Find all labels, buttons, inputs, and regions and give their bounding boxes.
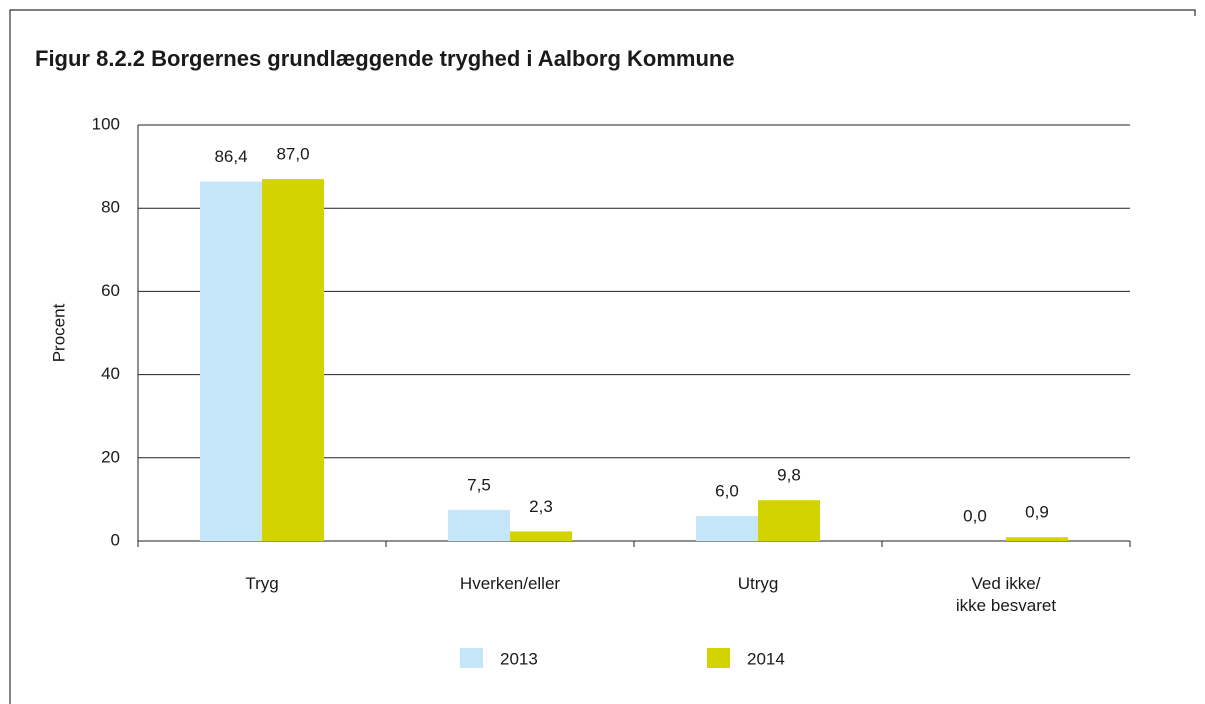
bar: [200, 181, 262, 542]
bar: [758, 500, 820, 541]
bar: [262, 179, 324, 541]
y-tick-label: 0: [111, 530, 120, 549]
legend-swatch: [707, 648, 730, 668]
frame: [9, 9, 1196, 704]
value-label: 2,3: [529, 497, 553, 516]
x-tick-label: Hverken/eller: [460, 574, 560, 593]
y-tick-label: 40: [101, 364, 120, 383]
value-label: 6,0: [715, 482, 739, 501]
x-tick-label: Utryg: [738, 574, 779, 593]
bar: [696, 516, 758, 541]
x-tick-label: Tryg: [245, 574, 278, 593]
y-tick-label: 20: [101, 447, 120, 466]
bar: [448, 509, 510, 541]
x-tick-label: Ved ikke/ikke besvaret: [956, 574, 1056, 615]
y-tick-label: 80: [101, 198, 120, 217]
y-tick-label: 100: [92, 114, 120, 133]
chart-title: Figur 8.2.2 Borgernes grundlæggende tryg…: [35, 46, 735, 71]
value-label: 9,8: [777, 466, 801, 485]
bar: [1006, 537, 1068, 541]
y-tick-label: 60: [101, 281, 120, 300]
value-label: 87,0: [276, 145, 309, 164]
value-label: 86,4: [214, 147, 247, 166]
value-label: 7,5: [467, 475, 491, 494]
value-label: 0,0: [963, 506, 987, 525]
legend-label: 2013: [500, 649, 538, 668]
y-axis-label: Procent: [49, 303, 68, 362]
legend-swatch: [460, 648, 483, 668]
legend-label: 2014: [747, 649, 785, 668]
bar: [510, 531, 572, 541]
value-label: 0,9: [1025, 503, 1049, 522]
